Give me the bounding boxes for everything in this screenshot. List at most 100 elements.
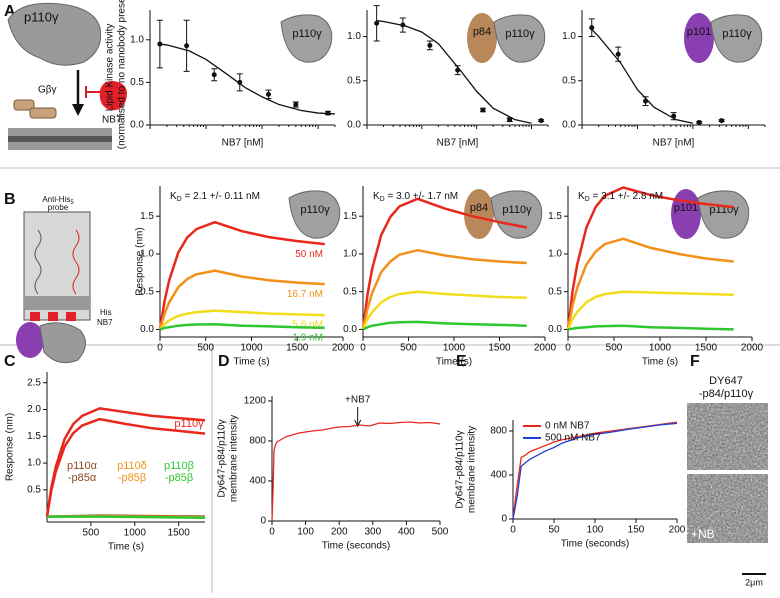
gbg-label: Gβγ [38,85,57,96]
series-label: 1.9 nM [292,333,323,344]
series-label: p110α [67,460,98,472]
data-point [643,98,649,104]
y-tick-label: 0.5 [343,286,357,297]
x-tick-label: 1000 [443,343,466,354]
y-tick-label: 0.0 [343,324,357,335]
y-tick-label: 2.0 [27,404,41,415]
icon-label: p110γ [505,28,535,40]
data-line [512,422,678,520]
protein-shape [493,14,546,63]
icon-label: p101 [687,26,711,38]
data-point [325,110,331,116]
data-line [271,421,441,522]
series-label: -p85α [68,472,97,484]
data-point [455,67,461,73]
y-tick-label: 1200 [244,396,267,407]
y-tick-label: 0.5 [27,484,41,495]
protein-shape [39,322,86,364]
y-tick-label: 1.0 [27,458,41,469]
data-point [237,79,243,85]
micro-image [687,474,768,543]
y-tick-label: 0.5 [140,286,154,297]
x-tick-label: 1500 [168,528,191,539]
y-tick-label: 1.0 [548,249,562,260]
data-point [719,118,725,124]
x-tick-label: 500 [400,343,417,354]
probe-label-part: Anti-His [42,195,70,204]
x-tick-label: 500 [432,527,449,538]
data-line [361,290,527,330]
data-point [400,22,406,28]
y-tick-label: 0.0 [548,324,562,335]
partner-shape [467,13,497,63]
data-point [696,119,702,125]
wave [72,229,80,295]
data-line [566,290,734,330]
partner-shape [684,13,714,63]
series-label: 5.6 nM [292,320,323,331]
y-tick-label: 0.5 [562,75,576,86]
treated-label: +NB [691,527,715,541]
x-tick-label: 50 [548,525,560,536]
kd-sub: D [585,196,590,203]
x-axis-label: Time (seconds) [561,539,630,550]
micro-title: DY647 [709,375,743,387]
series-label: -p85β [165,472,193,484]
data-line [159,309,325,331]
y-tick-label: 1.0 [343,249,357,260]
data-point [427,42,433,48]
y-tick-label: 800 [249,436,266,447]
data-point [589,25,595,31]
x-tick-label: 200 [669,525,686,536]
nanobody-shape [30,312,40,321]
y-tick-label: 0.5 [130,77,144,88]
data-line [566,186,734,330]
annotation-arrowhead [354,419,362,428]
protein-shape [710,14,763,63]
protein-shape [7,2,102,66]
x-tick-label: 2000 [741,343,764,354]
x-axis-label: Time (s) [233,357,269,368]
probe-label: Anti-His5 [42,195,74,205]
y-axis-label: membrane intensity [229,415,240,502]
x-axis-label: Time (s) [108,542,144,553]
data-point [157,41,163,47]
x-tick-label: 1500 [695,343,718,354]
x-tick-label: 150 [628,525,645,536]
x-tick-label: 500 [606,343,623,354]
kd-text: = 2.1 +/- 0.11 nM [182,191,260,202]
x-tick-label: 100 [587,525,604,536]
x-tick-label: 400 [398,527,415,538]
kd-sub: D [177,196,182,203]
y-tick-label: 400 [249,476,266,487]
membrane [8,136,112,142]
x-tick-label: 1000 [649,343,672,354]
protein-shape [288,190,341,239]
nanobody-label: NB7 [97,318,113,327]
x-tick-label: 500 [197,343,214,354]
legend-label: 500 nM NB7 [545,433,601,444]
x-tick-label: 500 [83,528,100,539]
x-tick-label: 0 [360,343,366,354]
probe-tip [24,296,90,310]
fit-curve [591,29,694,124]
arrowhead [72,104,84,116]
scale-label: 2μm [745,577,763,587]
y-axis-label: membrane intensity [467,426,478,513]
data-line [361,248,527,330]
series-label: 16.7 nM [287,289,323,300]
x-axis-label: Time (s) [436,357,472,368]
kd-text: = 3.1 +/- 2.8 nM [590,191,663,202]
kd-symbol: K [578,191,585,202]
series-label: -p85β [118,472,146,484]
data-line [47,515,206,519]
data-line [362,320,527,331]
protein-shape [490,190,543,239]
x-tick-label: 100 [297,527,314,538]
gbg-shape [29,107,57,119]
icon-label: p110γ [502,204,532,216]
icon-label: p84 [473,26,491,38]
kd-label: KD = 2.1 +/- 0.11 nM [170,191,260,203]
nanobody-label: NB7 [102,115,122,126]
probe-label-sub: 5 [70,200,74,206]
